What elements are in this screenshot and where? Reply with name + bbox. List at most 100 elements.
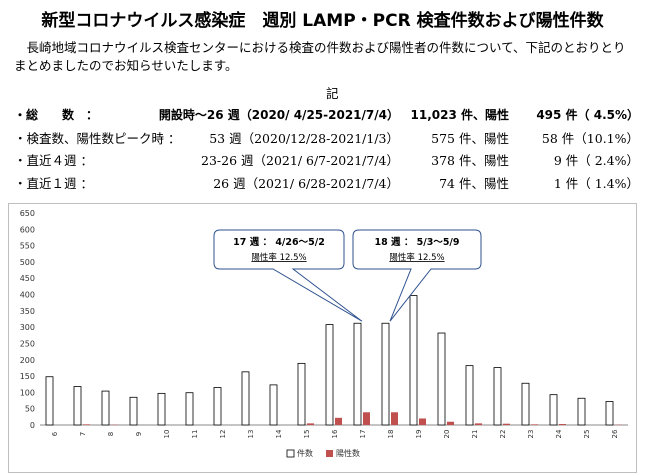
summary-positive: 1 件（ 1.4%） bbox=[553, 176, 639, 191]
summary-period: 53 週（2020/12/28-2021/1/3） bbox=[209, 131, 399, 146]
callout-rate: 陽性率 12.5% bbox=[389, 252, 444, 263]
y-tick-label: 550 bbox=[20, 242, 35, 251]
summary-positive: 9 件（ 2.4%） bbox=[553, 153, 639, 168]
y-tick-label: 100 bbox=[20, 388, 35, 397]
callout-box bbox=[352, 229, 482, 322]
bar-tests bbox=[129, 396, 138, 426]
legend-swatch-positive bbox=[326, 450, 333, 457]
x-tick-label: 13 bbox=[247, 430, 255, 439]
bar-tests bbox=[241, 371, 250, 426]
x-tick-label: 24 bbox=[555, 429, 563, 438]
legend-label-tests: 件数 bbox=[297, 448, 313, 458]
x-tick-label: 11 bbox=[191, 430, 199, 439]
bar-positive bbox=[475, 423, 482, 425]
x-tick-label: 21 bbox=[471, 430, 479, 439]
callout-rate: 陽性率 12.5% bbox=[251, 252, 306, 263]
legend-swatch-tests bbox=[286, 449, 295, 458]
summary-label: ・直近１週 ： bbox=[14, 176, 93, 191]
bar-positive bbox=[419, 418, 426, 425]
bar-positive bbox=[447, 421, 454, 425]
x-tick-label: 16 bbox=[331, 429, 339, 438]
x-tick-label: 23 bbox=[527, 430, 535, 439]
bar-tests bbox=[521, 382, 530, 426]
summary-row: ・検査数、陽性数ピーク時 ： 53 週（2020/12/28-2021/1/3） 5… bbox=[14, 128, 639, 146]
callout-title: 18 週 ： 5/3～5/9 bbox=[374, 236, 459, 248]
x-tick-label: 19 bbox=[415, 430, 423, 439]
bar-tests bbox=[465, 365, 474, 426]
bar-tests bbox=[549, 394, 558, 426]
callout-box bbox=[213, 229, 363, 322]
bar-tests bbox=[577, 397, 586, 426]
x-tick-label: 22 bbox=[499, 430, 507, 439]
summary-label: ・検査数、陽性数ピーク時 ： bbox=[14, 131, 181, 146]
summary-count: 575 件、陽性 bbox=[431, 131, 509, 146]
y-tick-label: 250 bbox=[20, 339, 35, 348]
x-tick-label: 12 bbox=[219, 430, 227, 439]
bar-tests bbox=[353, 322, 362, 426]
x-tick-label: 6 bbox=[51, 431, 59, 436]
summary-label: ・直近４週 ： bbox=[14, 153, 93, 168]
bar-tests bbox=[45, 376, 54, 426]
y-tick-label: 450 bbox=[20, 274, 35, 283]
summary-count: 11,023 件、陽性 bbox=[410, 108, 510, 122]
bar-tests bbox=[493, 367, 502, 426]
bar-positive bbox=[83, 424, 90, 425]
bar-positive bbox=[391, 412, 398, 425]
summary-label: ・総 数 ： bbox=[14, 108, 99, 122]
legend-label-positive: 陽性数 bbox=[336, 448, 360, 458]
bar-tests bbox=[157, 392, 166, 426]
bar-positive bbox=[307, 423, 314, 425]
x-tick-label: 7 bbox=[79, 432, 87, 436]
x-tick-label: 15 bbox=[303, 430, 311, 439]
summary-count: 378 件、陽性 bbox=[431, 153, 509, 168]
x-tick-label: 8 bbox=[107, 432, 115, 436]
summary-row: ・直近４週 ： 23-26 週（2021/ 6/7-2021/7/4） 378 件、… bbox=[14, 150, 639, 168]
summary-period: 開設時～26 週（2020/ 4/25-2021/7/4） bbox=[158, 108, 399, 122]
bar-tests bbox=[437, 332, 446, 426]
bar-tests bbox=[605, 401, 614, 426]
x-tick-label: 10 bbox=[163, 430, 171, 439]
summary-period: 26 週（2021/ 6/28-2021/7/4） bbox=[213, 176, 399, 191]
x-tick-label: 18 bbox=[387, 430, 395, 439]
y-tick-label: 600 bbox=[20, 225, 35, 234]
bar-positive bbox=[335, 417, 342, 425]
y-tick-label: 150 bbox=[20, 372, 35, 381]
bar-tests bbox=[409, 295, 418, 426]
bar-tests bbox=[73, 386, 82, 426]
x-tick-label: 14 bbox=[275, 429, 283, 438]
x-tick-label: 20 bbox=[443, 430, 451, 439]
summary-period: 23-26 週（2021/ 6/7-2021/7/4） bbox=[201, 153, 399, 168]
weekly-test-chart: 0 50 100 150 200 250 300 350 400 450 500 550 600 650 6… bbox=[8, 203, 637, 473]
intro-paragraph: 長崎地域コロナウイルス検査センターにおける検査の件数および陽性者の件数について、… bbox=[14, 40, 626, 73]
bar-tests bbox=[213, 387, 222, 426]
summary-positive: 495 件（ 4.5%） bbox=[536, 108, 639, 122]
y-tick-label: 50 bbox=[25, 405, 35, 414]
x-tick-label: 26 bbox=[611, 429, 619, 438]
bar-tests bbox=[185, 392, 194, 426]
bar-tests bbox=[101, 390, 110, 426]
y-tick-label: 300 bbox=[20, 323, 35, 332]
bar-positive bbox=[503, 423, 510, 425]
y-tick-label: 400 bbox=[20, 291, 35, 300]
bar-tests bbox=[269, 384, 278, 426]
bar-positive bbox=[363, 412, 370, 425]
x-tick-label: 25 bbox=[583, 430, 591, 439]
y-tick-label: 500 bbox=[20, 258, 35, 267]
y-tick-label: 350 bbox=[20, 307, 35, 316]
page-title: 新型コロナウイルス感染症 週別 LAMP・PCR 検査件数および陽性件数 bbox=[41, 11, 604, 31]
summary-count: 74 件、陽性 bbox=[439, 176, 509, 191]
y-tick-label: 0 bbox=[30, 421, 35, 430]
bar-tests bbox=[381, 322, 390, 426]
summary-row: ・直近１週 ： 26 週（2021/ 6/28-2021/7/4） 74 件、陽性 1… bbox=[14, 173, 639, 191]
ki-heading: 記 bbox=[326, 86, 339, 101]
bar-tests bbox=[297, 362, 306, 426]
y-tick-label: 650 bbox=[20, 209, 35, 218]
bar-tests bbox=[325, 324, 334, 426]
x-tick-label: 9 bbox=[135, 432, 143, 436]
bar-positive bbox=[531, 424, 538, 425]
bar-positive bbox=[559, 424, 566, 425]
x-tick-label: 17 bbox=[359, 430, 367, 439]
summary-positive: 58 件（10.1%） bbox=[541, 131, 639, 146]
y-tick-label: 200 bbox=[20, 356, 35, 365]
callout-title: 17 週 ： 4/26～5/2 bbox=[233, 236, 325, 248]
